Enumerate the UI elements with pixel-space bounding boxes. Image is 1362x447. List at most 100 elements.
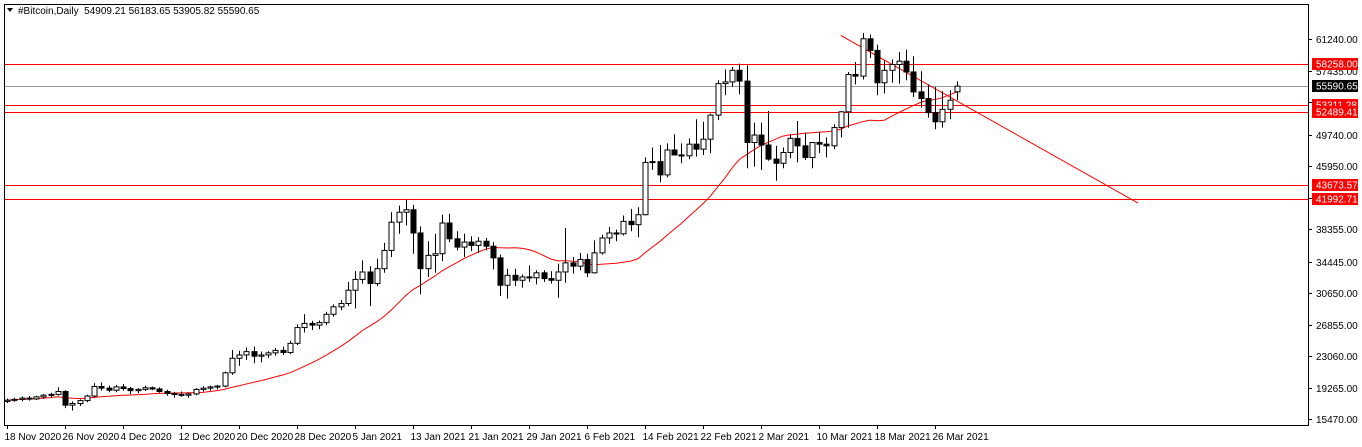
- candle-22: [164, 389, 171, 396]
- bull-candle-body: [352, 278, 359, 291]
- x-tick-label-11: 14 Feb 2021: [643, 432, 700, 443]
- candle-79: [577, 252, 584, 271]
- bear-candle-body: [570, 262, 577, 267]
- candle-115: [838, 110, 845, 138]
- candle-76: [555, 263, 562, 298]
- symbol-dropdown-icon[interactable]: [7, 8, 13, 12]
- bull-candle-body: [113, 386, 120, 391]
- candle-15: [113, 384, 120, 393]
- candle-2: [19, 396, 26, 402]
- x-tick-label-4: 20 Dec 2020: [237, 432, 294, 443]
- bull-candle-body: [845, 73, 852, 113]
- candle-77: [562, 227, 569, 283]
- candle-29: [214, 384, 221, 390]
- candle-107: [780, 147, 787, 169]
- x-tick-label-3: 12 Dec 2020: [179, 432, 236, 443]
- bear-candle-body: [918, 91, 925, 100]
- x-tick-label-5: 28 Dec 2020: [295, 432, 352, 443]
- candle-105: [765, 110, 772, 161]
- bear-candle-body: [925, 98, 932, 114]
- bull-candle-body: [236, 354, 243, 359]
- bull-candle-body: [722, 81, 729, 85]
- bear-candle-body: [823, 143, 830, 147]
- bull-candle-body: [374, 268, 381, 285]
- bull-candle-body: [591, 252, 598, 274]
- candle-103: [751, 122, 758, 167]
- candle-25: [185, 392, 192, 398]
- bear-candle-body: [693, 143, 700, 150]
- y-tick-label-0: 61240.00: [1316, 35, 1358, 46]
- bull-candle-body: [599, 237, 606, 254]
- bear-candle-body: [910, 71, 917, 93]
- bear-candle-body: [62, 390, 69, 406]
- candle-84: [613, 229, 620, 242]
- candle-122: [889, 59, 896, 83]
- candle-67: [490, 242, 497, 270]
- bull-candle-body: [947, 99, 954, 110]
- y-tick-label-3: 49740.00: [1316, 131, 1358, 142]
- bull-candle-body: [519, 276, 526, 281]
- candle-92: [671, 134, 678, 156]
- candle-35: [258, 351, 265, 363]
- candle-18: [135, 388, 142, 394]
- bull-candle-body: [700, 138, 707, 150]
- x-tick-label-8: 21 Jan 2021: [469, 432, 524, 443]
- candle-78: [570, 257, 577, 274]
- y-tick-label-1: 57435.00: [1316, 67, 1358, 78]
- bull-candle-body: [301, 322, 308, 329]
- bear-candle-body: [867, 38, 874, 51]
- candle-73: [533, 270, 540, 285]
- current-price-badge-bg: [1312, 80, 1358, 92]
- bull-candle-body: [185, 393, 192, 396]
- bear-candle-body: [120, 386, 127, 390]
- bull-candle-body: [4, 399, 11, 402]
- candle-124: [903, 49, 910, 81]
- bear-candle-body: [548, 278, 555, 281]
- price-badges: 58258.0053311.2852489.4143673.5741992.71…: [1312, 58, 1358, 206]
- y-tick-label-7: 34445.00: [1316, 258, 1358, 269]
- candle-106: [773, 145, 780, 181]
- x-tick-label-7: 13 Jan 2021: [411, 432, 466, 443]
- candle-62: [454, 231, 461, 251]
- candle-126: [918, 71, 925, 108]
- candle-121: [881, 60, 888, 94]
- bull-candle-body: [642, 161, 649, 216]
- bull-candle-body: [229, 357, 236, 374]
- candle-41: [301, 314, 308, 333]
- level-badge-2-bg: [1312, 106, 1358, 118]
- bull-candle-body: [359, 271, 366, 280]
- candle-47: [345, 281, 352, 306]
- candle-54: [396, 205, 403, 234]
- candle-85: [620, 215, 627, 236]
- candle-10: [77, 399, 84, 406]
- candle-119: [867, 34, 874, 58]
- bull-candle-body: [287, 342, 294, 353]
- bull-candle-body: [345, 289, 352, 305]
- bull-candle-body: [533, 272, 540, 279]
- bull-candle-body: [939, 108, 946, 123]
- level-badge-2: 52489.41: [1312, 106, 1358, 119]
- bear-candle-body: [671, 149, 678, 156]
- candle-12: [91, 383, 98, 398]
- candle-34: [251, 346, 258, 364]
- bull-candle-body: [69, 402, 76, 406]
- y-tick-label-9: 26855.00: [1316, 321, 1358, 332]
- bull-candle-body: [396, 211, 403, 223]
- candle-60: [439, 214, 446, 262]
- trendline[interactable]: [840, 35, 1139, 204]
- bull-candle-body: [620, 220, 627, 235]
- bull-candle-body: [338, 303, 345, 308]
- candle-86: [628, 208, 635, 232]
- x-tick-label-2: 4 Dec 2020: [121, 432, 173, 443]
- bull-candle-body: [222, 372, 229, 387]
- bear-candle-body: [98, 385, 105, 389]
- candle-38: [280, 346, 287, 355]
- candle-61: [446, 213, 453, 243]
- bull-candle-body: [135, 388, 142, 392]
- candle-70: [512, 268, 519, 287]
- candle-66: [483, 237, 490, 251]
- candle-104: [758, 122, 765, 170]
- candle-23: [171, 391, 178, 398]
- x-tick-label-1: 26 Nov 2020: [63, 432, 120, 443]
